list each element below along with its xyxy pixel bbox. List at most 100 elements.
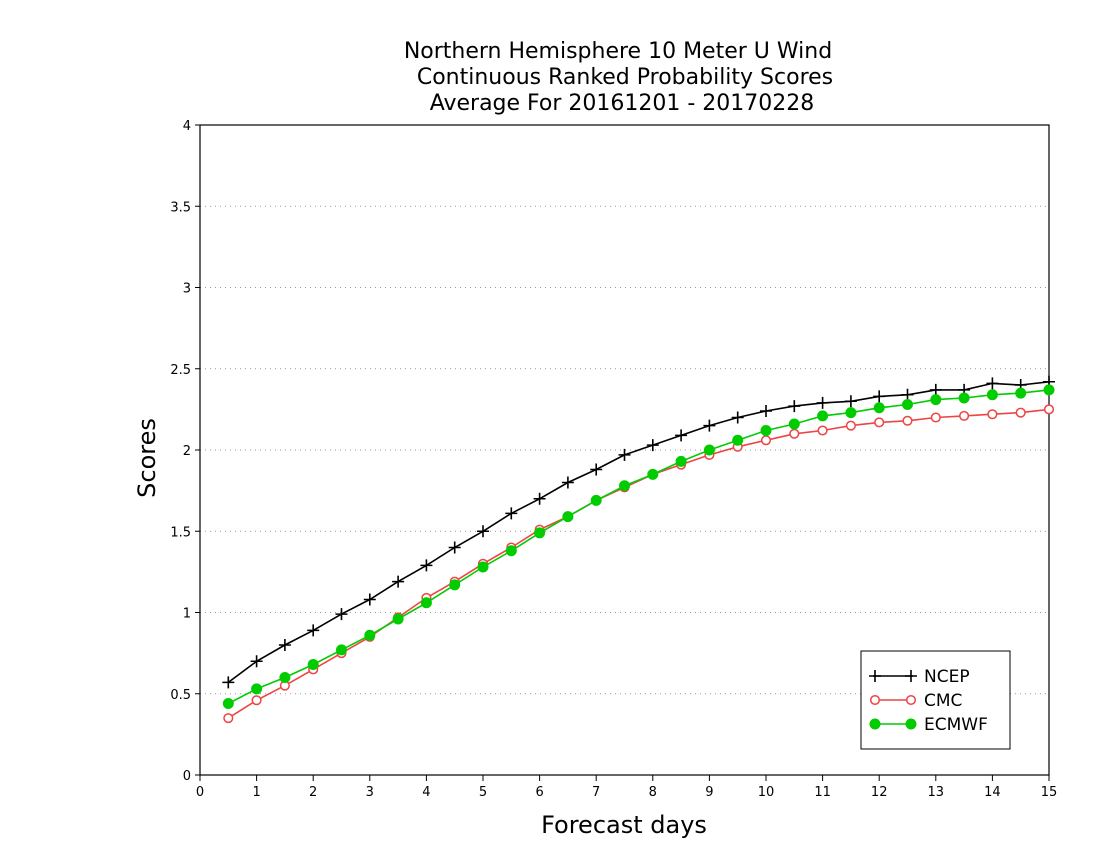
data-point-ncep <box>420 559 433 572</box>
data-point-ncep <box>873 390 886 403</box>
legend-marker-cmc <box>869 694 881 706</box>
data-point-ncep <box>363 593 376 606</box>
data-point-ncep <box>929 383 942 396</box>
series-ncep <box>222 375 1055 689</box>
data-point-ecmwf <box>562 511 574 523</box>
y-tick-label: 2 <box>183 444 191 459</box>
data-point-ncep <box>561 476 574 489</box>
data-point-ecmwf <box>788 418 800 430</box>
x-tick-label: 1 <box>252 785 260 800</box>
x-tick-label: 2 <box>309 785 317 800</box>
data-point-ncep <box>760 405 772 417</box>
data-point-ecmwf <box>279 672 291 683</box>
data-point-ncep <box>646 439 659 452</box>
x-tick-label: 14 <box>984 785 1001 800</box>
x-axis: 0 1 2 3 4 5 6 7 8 9 10 11 12 13 14 15 <box>196 775 1057 800</box>
data-point-ncep <box>392 575 405 588</box>
data-point-ncep <box>675 429 688 442</box>
data-point-ecmwf <box>420 597 432 609</box>
series-line-ncep <box>227 381 1050 684</box>
y-tick-label: 3 <box>183 282 191 297</box>
x-tick-label: 10 <box>758 785 775 800</box>
data-point-ecmwf <box>307 659 319 670</box>
data-point-cmc <box>874 417 885 428</box>
data-point-ecmwf <box>873 402 885 414</box>
data-point-ncep <box>477 525 489 538</box>
data-point-ecmwf <box>986 389 998 401</box>
series-layer <box>222 375 1055 724</box>
data-point-ecmwf <box>958 392 970 404</box>
data-point-cmc <box>789 428 800 439</box>
series-ecmwf <box>222 384 1055 709</box>
data-point-ncep <box>788 400 801 413</box>
data-point-ecmwf <box>930 394 942 406</box>
data-point-cmc <box>1015 407 1026 418</box>
data-point-ncep <box>335 608 348 621</box>
data-point-ecmwf <box>392 613 404 625</box>
data-point-cmc <box>760 435 772 446</box>
y-axis-label: Scores <box>133 418 161 498</box>
data-point-ncep <box>731 411 744 424</box>
data-point-ncep <box>844 395 857 408</box>
y-tick-label: 0 <box>183 769 191 784</box>
y-tick-label: 3.5 <box>170 200 191 215</box>
data-point-ecmwf <box>732 434 744 446</box>
legend-label-ecmwf: ECMWF <box>924 715 988 735</box>
data-point-ncep <box>222 676 235 689</box>
x-tick-label: 11 <box>814 785 831 800</box>
data-point-cmc <box>817 425 828 436</box>
y-tick-label: 4 <box>183 119 191 134</box>
data-point-ecmwf <box>1043 384 1055 396</box>
title-line-1: Northern Hemisphere 10 Meter U Wind <box>404 39 832 64</box>
y-axis: 0 0.5 1 1.5 2 2.5 3 3.5 4 <box>170 119 200 784</box>
x-tick-label: 12 <box>871 785 888 800</box>
x-tick-label: 0 <box>196 785 204 800</box>
x-tick-label: 8 <box>649 785 657 800</box>
legend-marker-cmc <box>905 694 917 706</box>
data-point-ncep <box>618 448 631 461</box>
data-point-cmc <box>959 410 970 421</box>
data-point-ecmwf <box>703 444 715 456</box>
legend-entry-cmc: CMC <box>869 691 962 711</box>
legend-entry-ncep: NCEP <box>869 667 970 687</box>
legend-marker-ecmwf <box>869 718 881 730</box>
data-point-ecmwf <box>675 455 687 467</box>
data-point-ncep <box>505 507 518 520</box>
legend-entries: NCEP CMC ECMWF <box>869 667 988 735</box>
y-tick-label: 0.5 <box>170 688 191 703</box>
data-point-cmc <box>902 415 913 426</box>
x-tick-label: 4 <box>422 785 430 800</box>
legend-label-ncep: NCEP <box>924 667 970 687</box>
data-point-ncep <box>816 396 829 409</box>
data-point-ncep <box>250 655 263 668</box>
data-point-ncep <box>278 639 291 651</box>
data-point-ecmwf <box>364 629 376 641</box>
data-point-ecmwf <box>1015 387 1027 399</box>
data-point-ecmwf <box>902 399 913 410</box>
data-point-cmc <box>930 412 941 423</box>
x-tick-label: 6 <box>535 785 543 800</box>
data-point-ecmwf <box>336 644 347 656</box>
data-point-ecmwf <box>477 561 489 573</box>
legend: NCEP CMC ECMWF <box>860 650 1011 750</box>
data-point-ecmwf <box>251 683 263 695</box>
data-point-ecmwf <box>619 480 630 492</box>
data-point-cmc <box>251 695 262 706</box>
y-tick-label: 1 <box>183 607 191 622</box>
data-point-ncep <box>986 377 999 390</box>
title-line-3: Average For 20161201 - 20170228 <box>430 91 815 116</box>
chart-title: Northern Hemisphere 10 Meter U Wind Cont… <box>404 39 833 116</box>
data-point-ncep <box>703 419 716 432</box>
data-point-ecmwf <box>647 468 659 480</box>
x-tick-label: 13 <box>928 785 945 800</box>
x-tick-label: 5 <box>479 785 487 800</box>
data-point-cmc <box>223 713 234 724</box>
legend-marker-ncep <box>869 670 881 682</box>
x-axis-label: Forecast days <box>541 811 707 839</box>
legend-label-cmc: CMC <box>924 691 962 711</box>
y-tick-label: 1.5 <box>170 525 191 540</box>
data-point-cmc <box>987 409 998 420</box>
data-point-ecmwf <box>222 698 234 709</box>
data-point-cmc <box>845 420 856 431</box>
